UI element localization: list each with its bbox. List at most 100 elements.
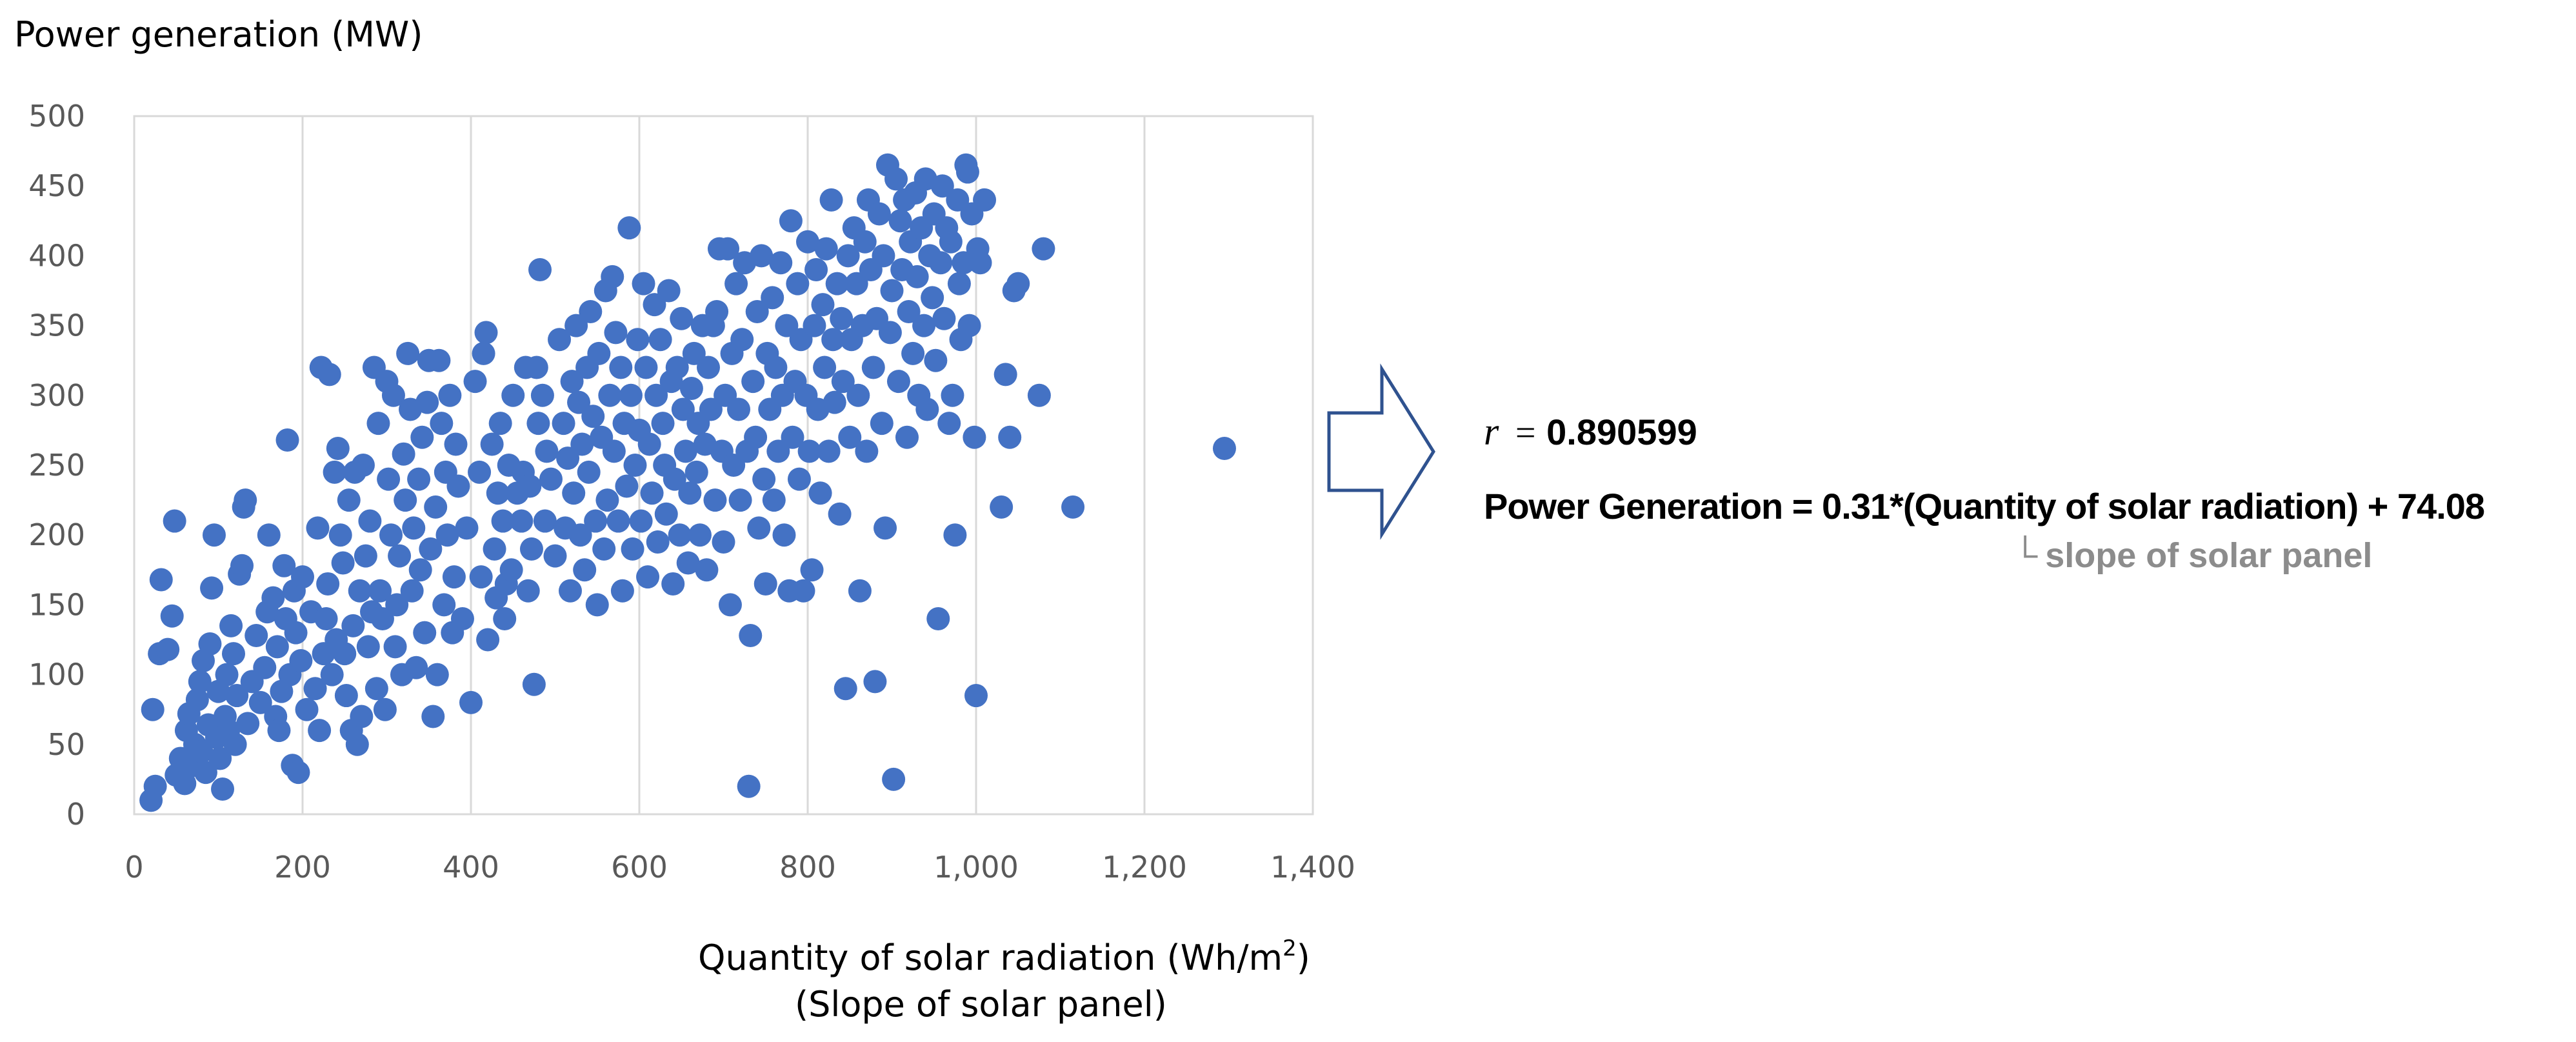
data-point [345,732,369,756]
x-axis-title: Quantity of solar radiation (Wh/m2) [698,936,1310,978]
data-point [348,579,372,603]
data-point [955,160,979,184]
data-point [160,604,184,628]
data-point [661,572,685,596]
data-point [351,454,375,477]
data-point [712,530,735,554]
data-point [745,299,769,323]
data-point [400,579,424,603]
data-point [705,299,729,323]
data-point [990,495,1013,519]
data-point [385,593,409,617]
data-point [474,321,498,345]
data-point [643,293,666,317]
data-point [221,642,245,666]
data-point [442,565,466,589]
data-point [772,523,796,547]
data-point [425,663,449,686]
data-point [522,672,546,696]
y-tick-label: 500 [28,99,85,134]
data-point [905,265,929,288]
y-axis-title: Power generation (MW) [14,14,423,55]
data-point [356,635,380,659]
data-point [272,554,296,577]
data-point [684,460,708,484]
data-point [219,614,243,637]
data-point [364,677,388,701]
data-point [518,474,542,498]
data-point [943,523,967,547]
data-point [878,321,902,345]
data-point [185,688,209,712]
data-point [808,481,832,505]
data-point [682,341,706,365]
data-point [533,509,557,533]
data-point [419,537,443,561]
data-points [139,153,1236,812]
data-point [670,306,694,330]
data-point [838,425,862,449]
data-point [617,216,641,240]
data-point [480,432,504,456]
data-point [737,774,761,798]
data-point [562,481,586,505]
data-point [208,746,232,770]
data-point [947,272,971,296]
y-tick-label: 350 [28,308,85,343]
data-point [253,656,277,679]
data-point [331,551,355,575]
data-point [834,677,857,701]
data-point [825,272,849,296]
data-point [750,244,774,268]
y-axis-ticks: 0 50 100 150 200 250 300 350 400 450 500 [28,99,85,832]
data-point [491,509,515,533]
data-point [930,174,954,198]
data-point [370,607,394,631]
data-point [373,697,397,721]
data-point [610,579,634,603]
data-point [450,607,474,631]
data-point [493,607,517,631]
data-point [853,230,877,254]
data-point [194,761,217,785]
y-tick-label: 150 [28,587,85,622]
data-point [334,684,358,708]
data-point [646,530,670,554]
data-point [261,586,285,610]
data-point [754,572,777,596]
data-point [813,356,837,379]
data-point [804,258,828,282]
data-point [143,774,167,798]
data-point [604,321,628,345]
data-point [819,188,843,212]
data-point [637,432,661,456]
data-point [316,572,340,596]
data-point [560,370,584,394]
x-tick-label: 400 [443,850,499,885]
data-point [200,576,224,600]
data-point [626,328,650,352]
data-point [872,244,895,268]
data-point [665,356,689,379]
data-point [744,425,768,449]
data-point [377,467,401,491]
data-point [289,648,313,672]
data-point [886,370,910,394]
data-point [855,439,879,463]
data-point [747,516,771,540]
data-point [671,397,695,421]
data-point [679,376,703,400]
data-point [524,356,548,379]
data-point [762,488,786,512]
slope-annotation: └ slope of solar panel [2013,536,2372,576]
data-point [469,565,493,589]
data-point [468,460,492,484]
data-point [501,383,525,407]
data-point [952,251,975,275]
data-point [326,437,350,461]
data-point [368,579,392,603]
data-point [267,719,291,743]
data-point [728,488,752,512]
data-point [874,516,897,540]
data-point [636,565,660,589]
